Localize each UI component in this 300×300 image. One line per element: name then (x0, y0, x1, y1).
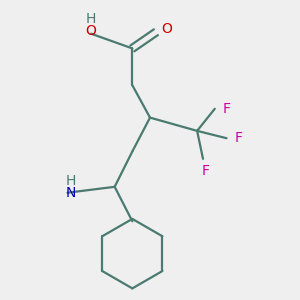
Text: F: F (202, 164, 210, 178)
Text: O: O (161, 22, 172, 36)
Text: H: H (86, 12, 96, 26)
Text: N: N (65, 186, 76, 200)
Text: H: H (65, 174, 76, 188)
Text: F: F (223, 102, 231, 116)
Text: F: F (235, 131, 243, 145)
Text: O: O (86, 24, 97, 38)
